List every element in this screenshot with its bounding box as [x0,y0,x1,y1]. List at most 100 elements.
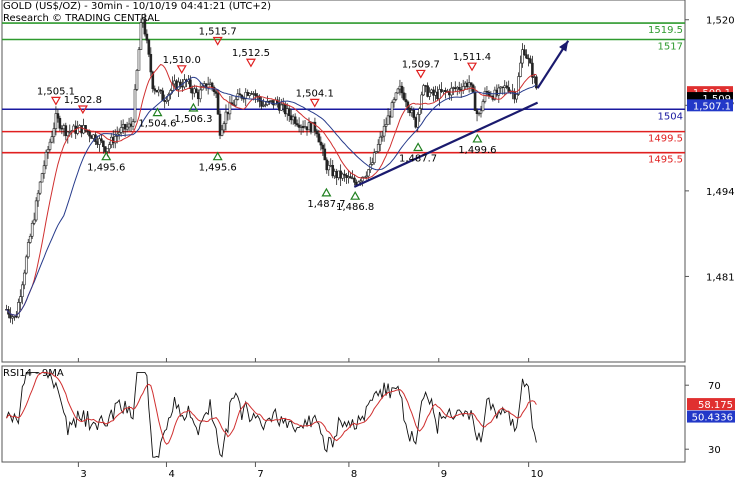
candle-body [376,144,380,152]
candle-body [527,57,530,60]
candle-body [515,94,518,100]
candle-body [165,99,168,102]
candle-body [483,91,487,102]
candle-body [359,180,362,183]
candle-body [137,49,141,71]
rsi-title: RSI14 - 9MA [3,368,64,379]
candle-body [76,127,79,134]
support-trendline [353,101,539,188]
candle-body [420,94,423,109]
moving-average-fast [6,63,537,316]
candle-body [293,116,297,124]
candle-body [119,127,123,133]
swing-high-marker [309,98,320,108]
candle-body [88,131,91,137]
candle-body [426,85,429,97]
candle-body [21,284,24,298]
candle-body [317,133,321,143]
level-label: 1517 [658,41,683,52]
candle-body [44,151,48,167]
candle-body [331,165,335,177]
candle-body [475,110,479,115]
candle-body [52,128,56,137]
candle-body [343,173,346,176]
candle-body [34,200,38,221]
level-label: 1495.5 [648,155,683,166]
candle-body [212,87,216,92]
swing-low-label: 1,499.6 [458,145,496,156]
candle-body [349,176,352,179]
candle-body [323,148,327,161]
candle-body [406,101,410,109]
candle-body [367,169,370,177]
candle-body [159,89,163,92]
swing-high-label: 1,504.1 [296,88,334,99]
swing-low-marker [101,151,112,161]
candle-body [214,91,218,94]
candle-body [113,136,117,144]
time-tick-label: 3 [80,469,86,480]
swing-low-marker [188,102,199,112]
swing-high-marker [466,62,478,72]
swing-low-label: 1,486.8 [336,202,374,213]
candle-body [58,117,62,129]
swing-low-label: 1,495.6 [199,163,237,174]
candle-body [66,131,70,137]
candle-body [400,85,404,94]
candle-body [392,99,396,103]
candle-body [54,113,58,129]
candle-body [295,123,299,126]
candle-body [262,105,265,107]
time-tick-label: 8 [351,469,357,480]
swing-low-marker [212,151,223,161]
candle-body [365,175,368,178]
candle-body [42,165,46,174]
candle-body [147,39,151,55]
candle-body [40,173,44,183]
candle-body [319,141,323,146]
candle-body [280,104,283,111]
candle-body [216,93,220,115]
candle-body [234,99,238,106]
candle-body [64,125,68,137]
rsi-tick-label: 30 [708,445,721,456]
candle-body [521,49,524,64]
candle-body [125,126,129,130]
moving-average-slow [6,76,537,316]
rsi-ma-line [6,372,537,445]
candle-body [378,136,382,145]
candle-body [153,88,157,91]
candle-body [22,272,26,286]
candle-body [149,54,153,73]
candle-body [98,138,101,145]
candle-body [370,162,374,165]
rsi-panel-frame [1,365,686,463]
candle-body [26,242,30,258]
candle-body [412,109,416,118]
swing-high-marker [245,58,256,68]
swing-low-label: 1,506.3 [174,114,212,125]
candle-body [32,219,36,224]
candle-body [313,121,317,132]
candle-body [374,151,378,154]
candle-body [523,49,526,56]
price-tick-label: 1,520 [706,16,735,27]
swing-low-label: 1,495.6 [87,163,125,174]
candle-body [151,71,155,90]
price-tag-label: 1,507.1 [693,101,731,112]
candle-body [384,124,388,127]
candle-body [325,159,329,171]
rsi-tick-label: 70 [708,381,721,392]
candle-body [394,92,398,100]
candle-body [321,144,325,150]
candle-body [145,33,149,41]
candle-body [268,100,271,103]
candle-body [117,132,121,135]
candle-body [17,302,20,318]
candle-body [198,89,202,100]
candle-body [353,177,356,183]
rsi-tag-box [687,398,735,411]
candle-body [220,129,224,136]
swing-low-marker [413,142,424,152]
